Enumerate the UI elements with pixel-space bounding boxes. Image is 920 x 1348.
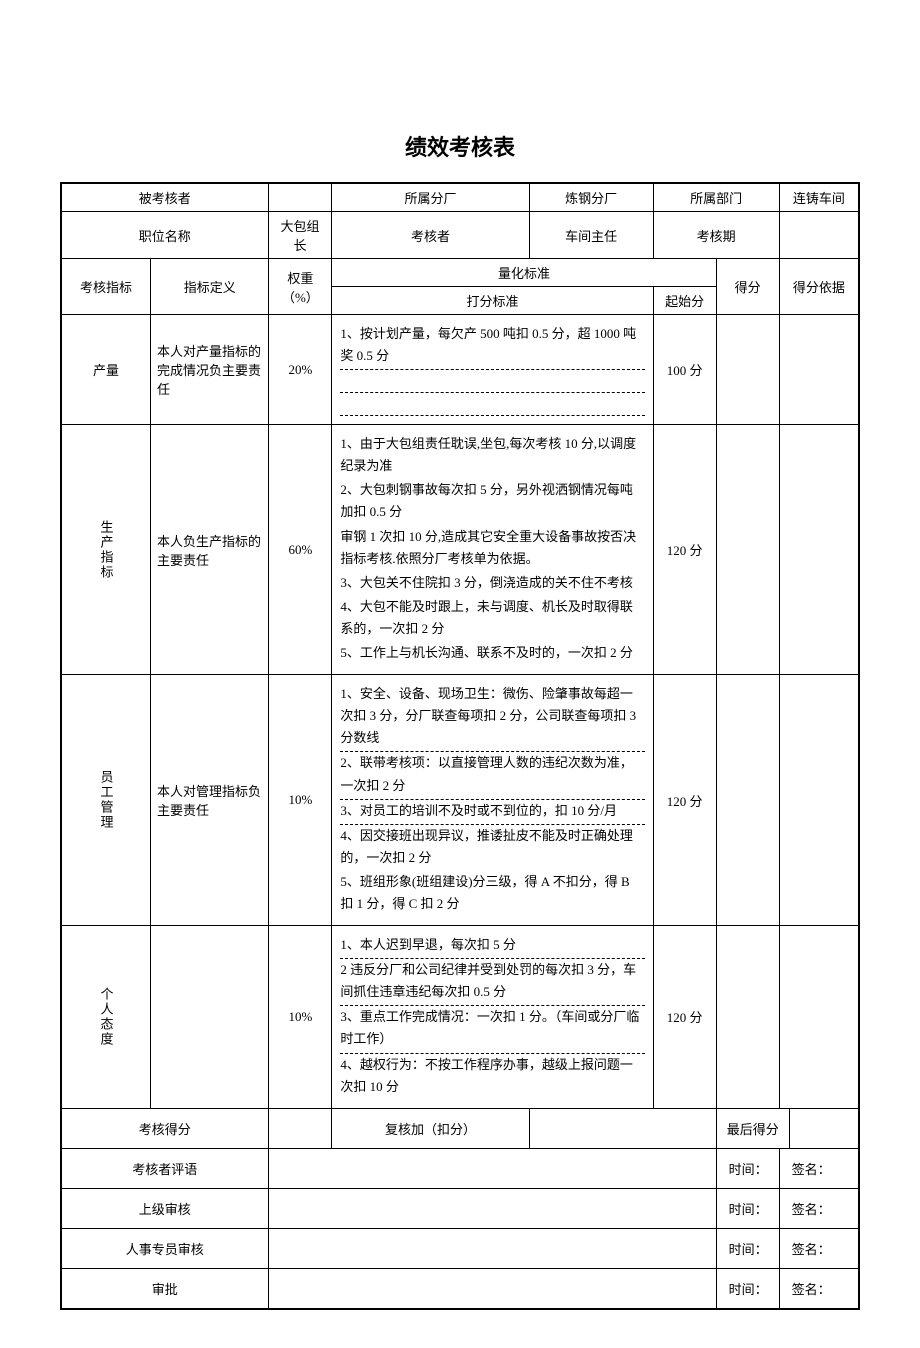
approve-time: 时间： bbox=[716, 1268, 779, 1309]
label-comment: 考核者评语 bbox=[61, 1148, 268, 1188]
value-assessee bbox=[268, 183, 332, 212]
value-approve bbox=[268, 1268, 716, 1309]
row-name: 生产指标 bbox=[61, 425, 151, 675]
hr-time: 时间： bbox=[716, 1228, 779, 1268]
row-def bbox=[151, 926, 269, 1109]
page-title: 绩效考核表 bbox=[60, 130, 860, 162]
hr-sign: 签名： bbox=[779, 1228, 859, 1268]
row-weight: 10% bbox=[269, 926, 332, 1109]
col-basis: 得分依据 bbox=[779, 259, 859, 315]
label-superior: 上级审核 bbox=[61, 1188, 268, 1228]
label-period: 考核期 bbox=[653, 212, 779, 259]
value-total-score bbox=[268, 1108, 332, 1148]
label-hr: 人事专员审核 bbox=[61, 1228, 268, 1268]
row-basis bbox=[779, 675, 859, 926]
row-name: 产量 bbox=[61, 315, 151, 425]
row-criteria: 1、本人迟到早退，每次扣 5 分2 违反分厂和公司纪律并受到处罚的每次扣 3 分… bbox=[332, 926, 653, 1109]
col-item: 考核指标 bbox=[61, 259, 151, 315]
label-branch: 所属分厂 bbox=[332, 183, 529, 212]
label-final: 最后得分 bbox=[716, 1108, 789, 1148]
row-basis bbox=[779, 926, 859, 1109]
row-score bbox=[716, 675, 779, 926]
row-score bbox=[716, 425, 779, 675]
row-criteria: 1、安全、设备、现场卫生：微伤、险肇事故每超一次扣 3 分，分厂联查每项扣 2 … bbox=[332, 675, 653, 926]
label-recheck: 复核加（扣分） bbox=[332, 1108, 529, 1148]
row-score bbox=[716, 926, 779, 1109]
value-period bbox=[779, 212, 859, 259]
row-def: 本人负生产指标的主要责任 bbox=[151, 425, 269, 675]
superior-sign: 签名： bbox=[779, 1188, 859, 1228]
row-basis bbox=[779, 315, 859, 425]
value-dept: 连铸车间 bbox=[779, 183, 859, 212]
label-total-score: 考核得分 bbox=[61, 1108, 268, 1148]
row-basis bbox=[779, 425, 859, 675]
label-approve: 审批 bbox=[61, 1268, 268, 1309]
label-assessee: 被考核者 bbox=[61, 183, 268, 212]
row-weight: 60% bbox=[269, 425, 332, 675]
col-def: 指标定义 bbox=[151, 259, 269, 315]
row-criteria: 1、按计划产量，每欠产 500 吨扣 0.5 分，超 1000 吨奖 0.5 分 bbox=[332, 315, 653, 425]
row-start: 120 分 bbox=[653, 926, 716, 1109]
value-hr bbox=[268, 1228, 716, 1268]
superior-time: 时间： bbox=[716, 1188, 779, 1228]
col-std-bottom: 打分标准 bbox=[332, 287, 653, 315]
row-start: 120 分 bbox=[653, 675, 716, 926]
row-def: 本人对产量指标的完成情况负主要责任 bbox=[151, 315, 269, 425]
col-start: 起始分 bbox=[653, 287, 716, 315]
row-start: 100 分 bbox=[653, 315, 716, 425]
row-criteria: 1、由于大包组责任耽误,坐包,每次考核 10 分,以调度纪录为准2、大包刺钢事故… bbox=[332, 425, 653, 675]
row-weight: 10% bbox=[269, 675, 332, 926]
evaluation-table: 被考核者 所属分厂 炼钢分厂 所属部门 连铸车间 职位名称 大包组长 考核者 车… bbox=[60, 182, 860, 1310]
row-name: 个人态度 bbox=[61, 926, 151, 1109]
row-weight: 20% bbox=[269, 315, 332, 425]
approve-sign: 签名： bbox=[779, 1268, 859, 1309]
value-branch: 炼钢分厂 bbox=[529, 183, 653, 212]
col-weight: 权重（%） bbox=[269, 259, 332, 315]
value-recheck bbox=[529, 1108, 716, 1148]
label-position: 职位名称 bbox=[61, 212, 268, 259]
row-score bbox=[716, 315, 779, 425]
label-dept: 所属部门 bbox=[653, 183, 779, 212]
value-superior bbox=[268, 1188, 716, 1228]
col-score: 得分 bbox=[716, 259, 779, 315]
value-position: 大包组长 bbox=[268, 212, 332, 259]
label-assessor: 考核者 bbox=[332, 212, 529, 259]
row-start: 120 分 bbox=[653, 425, 716, 675]
comment-time: 时间： bbox=[716, 1148, 779, 1188]
row-name: 员工管理 bbox=[61, 675, 151, 926]
row-def: 本人对管理指标负主要责任 bbox=[151, 675, 269, 926]
value-assessor: 车间主任 bbox=[529, 212, 653, 259]
value-final bbox=[789, 1108, 859, 1148]
value-comment bbox=[268, 1148, 716, 1188]
col-std-top: 量化标准 bbox=[332, 259, 716, 287]
comment-sign: 签名： bbox=[779, 1148, 859, 1188]
